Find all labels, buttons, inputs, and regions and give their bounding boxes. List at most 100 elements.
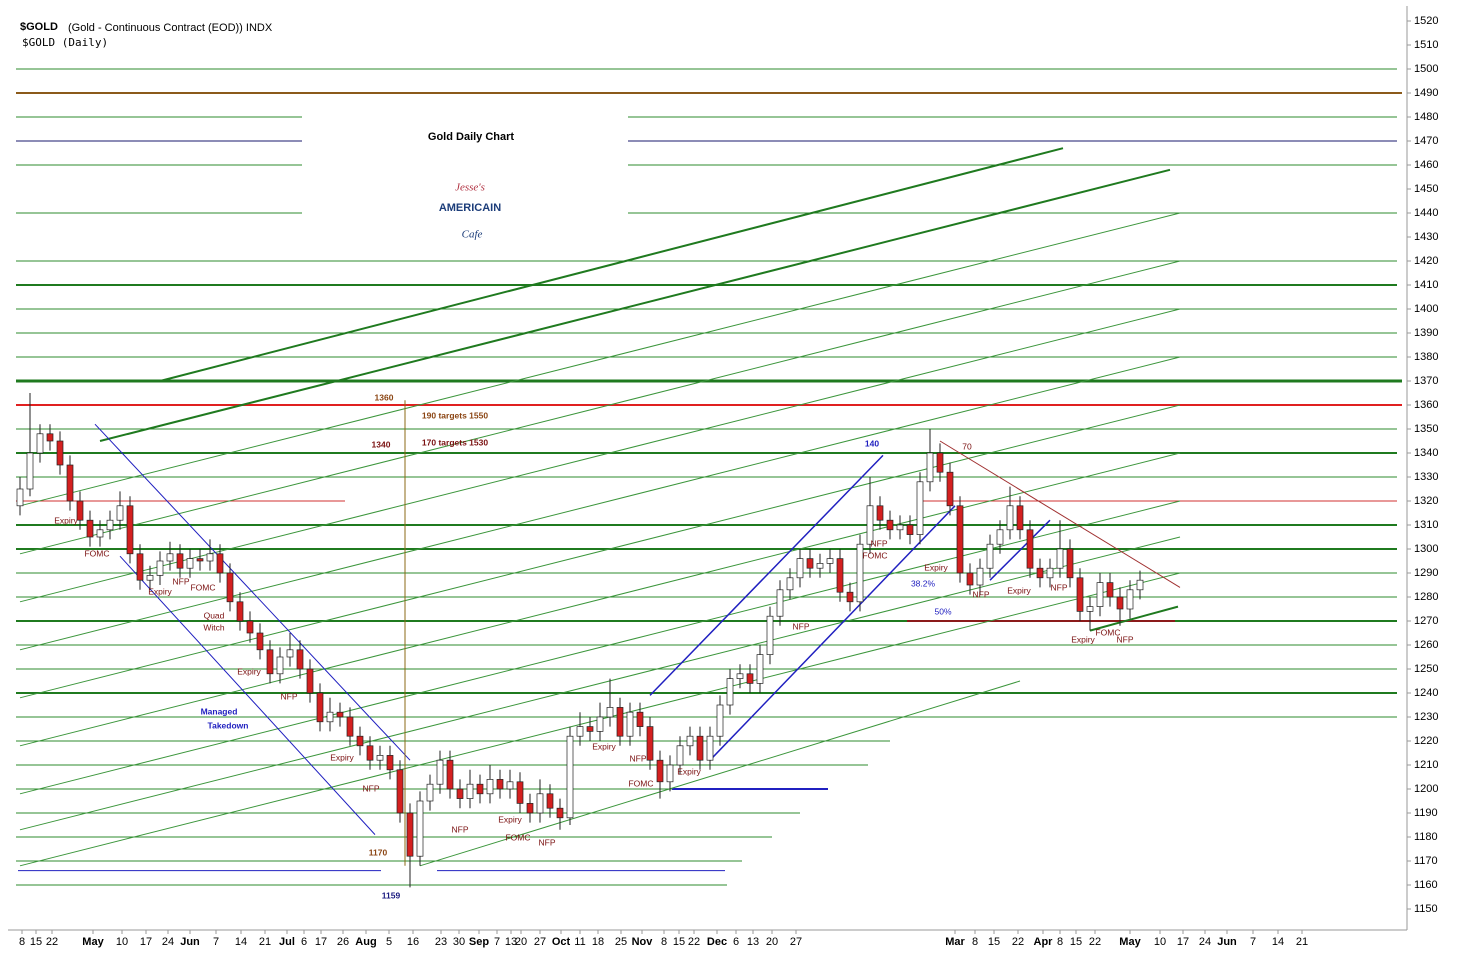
candle-body xyxy=(586,726,594,732)
candle-body xyxy=(376,755,384,761)
x-tick-label: 22 xyxy=(46,936,58,948)
y-tick-label: 1470 xyxy=(1414,135,1438,147)
y-tick-label: 1270 xyxy=(1414,615,1438,627)
y-tick-label: 1510 xyxy=(1414,39,1438,51)
x-tick-label: 8 xyxy=(1057,936,1063,948)
candle-body xyxy=(26,452,34,490)
candle-body xyxy=(106,519,114,531)
x-tick-label: 20 xyxy=(515,936,527,948)
candle-body xyxy=(76,500,84,521)
candles-layer xyxy=(16,393,1144,888)
y-tick-label: 1240 xyxy=(1414,687,1438,699)
y-tick-label: 1480 xyxy=(1414,111,1438,123)
x-tick-label: 18 xyxy=(592,936,604,948)
candle-body xyxy=(856,543,864,603)
y-tick-label: 1340 xyxy=(1414,447,1438,459)
trend-line xyxy=(19,536,1181,831)
x-tick-label: 7 xyxy=(213,936,219,948)
x-tick-label: 15 xyxy=(988,936,1000,948)
x-tick-label: 14 xyxy=(235,936,247,948)
candle-body xyxy=(466,783,474,799)
candle-body xyxy=(1076,577,1084,612)
x-tick-label: 10 xyxy=(116,936,128,948)
y-tick-label: 1500 xyxy=(1414,63,1438,75)
y-tick-label: 1260 xyxy=(1414,639,1438,651)
candle-body xyxy=(866,505,874,545)
subtitle: $GOLD (Daily) xyxy=(22,36,108,49)
annotation: 70 xyxy=(962,441,972,451)
x-tick-label: Aug xyxy=(355,936,376,948)
candle-body xyxy=(396,769,404,814)
candle-body xyxy=(536,793,544,814)
x-tick-label: Apr xyxy=(1034,936,1054,948)
trend-line xyxy=(94,423,411,761)
candle-body xyxy=(406,812,414,857)
candle-body xyxy=(1096,582,1104,607)
candle-body xyxy=(86,519,94,538)
candle-body xyxy=(886,519,894,531)
candle-body xyxy=(766,615,774,655)
y-tick-label: 1170 xyxy=(1414,855,1438,867)
annotation: Expiry xyxy=(1071,634,1095,644)
candle-body xyxy=(546,793,554,809)
x-tick-label: 27 xyxy=(534,936,546,948)
logo-text: Cafe xyxy=(462,229,483,241)
candle-body xyxy=(1056,548,1064,569)
candle-body xyxy=(296,649,304,670)
trend-line xyxy=(19,308,1181,603)
y-tick-label: 1360 xyxy=(1414,399,1438,411)
x-tick-label: 13 xyxy=(505,936,517,948)
candle-body xyxy=(426,783,434,802)
candle-body xyxy=(416,800,424,857)
x-tick-label: Oct xyxy=(552,936,571,948)
trend-line xyxy=(159,147,1064,382)
annotation: 140 xyxy=(865,438,879,448)
candle-body xyxy=(516,781,524,804)
candle-body xyxy=(266,649,274,675)
trend-line xyxy=(939,440,1181,588)
candle-body xyxy=(1006,505,1014,531)
candle-body xyxy=(896,524,904,531)
candle-body xyxy=(1016,505,1024,531)
candle-body xyxy=(876,505,884,521)
trend-line xyxy=(99,168,1171,442)
candle-body xyxy=(476,783,484,795)
description: (Gold - Continuous Contract (EOD)) INDX xyxy=(68,22,273,34)
annotation: 190 targets 1550 xyxy=(422,410,488,420)
y-tick-label: 1180 xyxy=(1414,831,1438,843)
candle-body xyxy=(36,433,44,454)
candle-body xyxy=(486,779,494,795)
y-tick-label: 1190 xyxy=(1414,807,1438,819)
trend-line xyxy=(1089,605,1179,632)
annotation: 38.2% xyxy=(911,578,936,588)
y-tick-label: 1210 xyxy=(1414,759,1438,771)
annotation: Quad xyxy=(204,610,225,620)
trend-line xyxy=(419,680,1021,867)
candle-body xyxy=(956,505,964,574)
candle-body xyxy=(676,745,684,766)
candle-body xyxy=(146,575,154,581)
annotation: FOMC xyxy=(84,548,109,558)
candle-body xyxy=(456,788,464,799)
y-tick-label: 1320 xyxy=(1414,495,1438,507)
candle-body xyxy=(756,654,764,684)
trend-line xyxy=(19,404,1181,699)
trend-line xyxy=(649,454,884,696)
chart-title: Gold Daily Chart xyxy=(428,131,515,143)
candle-body xyxy=(936,452,944,473)
candle-body xyxy=(826,558,834,564)
x-tick-label: 11 xyxy=(574,936,585,948)
annotation: Expiry xyxy=(498,814,522,824)
y-tick-label: 1450 xyxy=(1414,183,1438,195)
candle-body xyxy=(446,759,454,790)
x-tick-label: 24 xyxy=(1199,936,1211,948)
annotation: Expiry xyxy=(592,741,616,751)
candle-body xyxy=(1046,567,1054,579)
x-tick-label: 15 xyxy=(673,936,685,948)
y-tick-label: 1390 xyxy=(1414,327,1438,339)
y-tick-label: 1200 xyxy=(1414,783,1438,795)
x-tick-label: 5 xyxy=(386,936,392,948)
candle-body xyxy=(906,524,914,535)
